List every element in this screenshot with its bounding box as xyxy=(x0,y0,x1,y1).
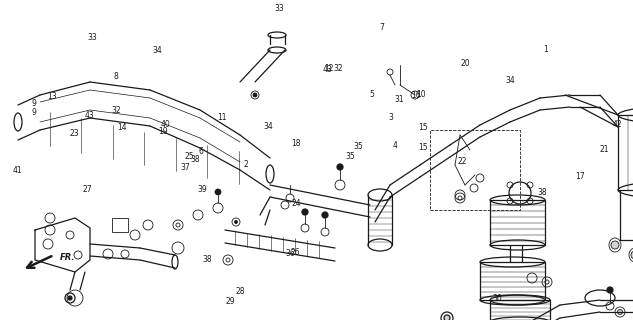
Ellipse shape xyxy=(302,209,308,215)
Text: 33: 33 xyxy=(87,33,97,42)
Text: 8: 8 xyxy=(113,72,118,81)
Text: 30: 30 xyxy=(492,294,502,303)
Ellipse shape xyxy=(618,309,622,315)
Text: 40: 40 xyxy=(160,120,170,129)
Text: 21: 21 xyxy=(599,145,610,154)
Text: 33: 33 xyxy=(274,4,284,13)
Text: 18: 18 xyxy=(291,139,301,148)
Text: 39: 39 xyxy=(197,185,208,194)
Text: 35: 35 xyxy=(345,152,355,161)
Ellipse shape xyxy=(253,93,257,97)
Text: 17: 17 xyxy=(575,172,585,181)
Text: 27: 27 xyxy=(82,185,92,194)
Ellipse shape xyxy=(215,189,221,195)
Text: 37: 37 xyxy=(180,163,190,172)
Text: 28: 28 xyxy=(235,287,246,296)
Ellipse shape xyxy=(337,164,343,170)
Text: 20: 20 xyxy=(460,60,470,68)
Text: 35: 35 xyxy=(353,142,363,151)
Text: 34: 34 xyxy=(505,76,515,85)
Text: 26: 26 xyxy=(290,248,300,257)
Text: 16: 16 xyxy=(411,92,422,100)
Text: 29: 29 xyxy=(225,297,235,306)
Bar xyxy=(112,218,128,232)
Text: 5: 5 xyxy=(370,90,375,99)
Ellipse shape xyxy=(607,287,613,293)
Text: 11: 11 xyxy=(216,113,227,122)
Text: 10: 10 xyxy=(416,90,426,99)
Text: 12: 12 xyxy=(324,64,334,73)
Text: 1: 1 xyxy=(543,45,548,54)
Text: 19: 19 xyxy=(158,127,168,136)
Text: 36: 36 xyxy=(285,249,295,258)
Bar xyxy=(430,130,520,210)
Text: 3: 3 xyxy=(389,113,394,122)
Ellipse shape xyxy=(631,251,633,259)
Text: 2: 2 xyxy=(243,160,248,169)
Text: 14: 14 xyxy=(116,123,127,132)
Text: 25: 25 xyxy=(184,152,194,161)
Bar xyxy=(490,300,550,320)
Text: 15: 15 xyxy=(418,123,428,132)
Text: 38: 38 xyxy=(537,188,547,197)
Text: 22: 22 xyxy=(457,157,467,166)
Text: 41: 41 xyxy=(13,166,23,175)
Text: 42: 42 xyxy=(613,120,623,129)
Text: FR.: FR. xyxy=(60,253,75,262)
Ellipse shape xyxy=(611,241,619,249)
Bar xyxy=(490,200,545,245)
Text: 23: 23 xyxy=(69,129,79,138)
Text: 13: 13 xyxy=(47,92,57,101)
Bar xyxy=(480,262,545,300)
Text: 38: 38 xyxy=(190,155,200,164)
Ellipse shape xyxy=(234,220,237,223)
Bar xyxy=(618,115,633,190)
Text: 9: 9 xyxy=(32,100,37,108)
Text: 15: 15 xyxy=(418,143,428,152)
Text: 43: 43 xyxy=(323,65,333,74)
Text: 6: 6 xyxy=(199,148,204,156)
Ellipse shape xyxy=(322,212,328,218)
Text: 34: 34 xyxy=(152,46,162,55)
Text: 4: 4 xyxy=(392,141,398,150)
Text: 38: 38 xyxy=(203,255,213,264)
Text: 32: 32 xyxy=(111,106,121,115)
Text: 7: 7 xyxy=(379,23,384,32)
Ellipse shape xyxy=(444,315,450,320)
Text: 31: 31 xyxy=(394,95,404,104)
Text: 34: 34 xyxy=(263,122,273,131)
Text: 24: 24 xyxy=(291,199,301,208)
Text: 9: 9 xyxy=(32,108,37,117)
Ellipse shape xyxy=(68,296,72,300)
Text: 43: 43 xyxy=(84,111,94,120)
Text: 32: 32 xyxy=(334,64,344,73)
